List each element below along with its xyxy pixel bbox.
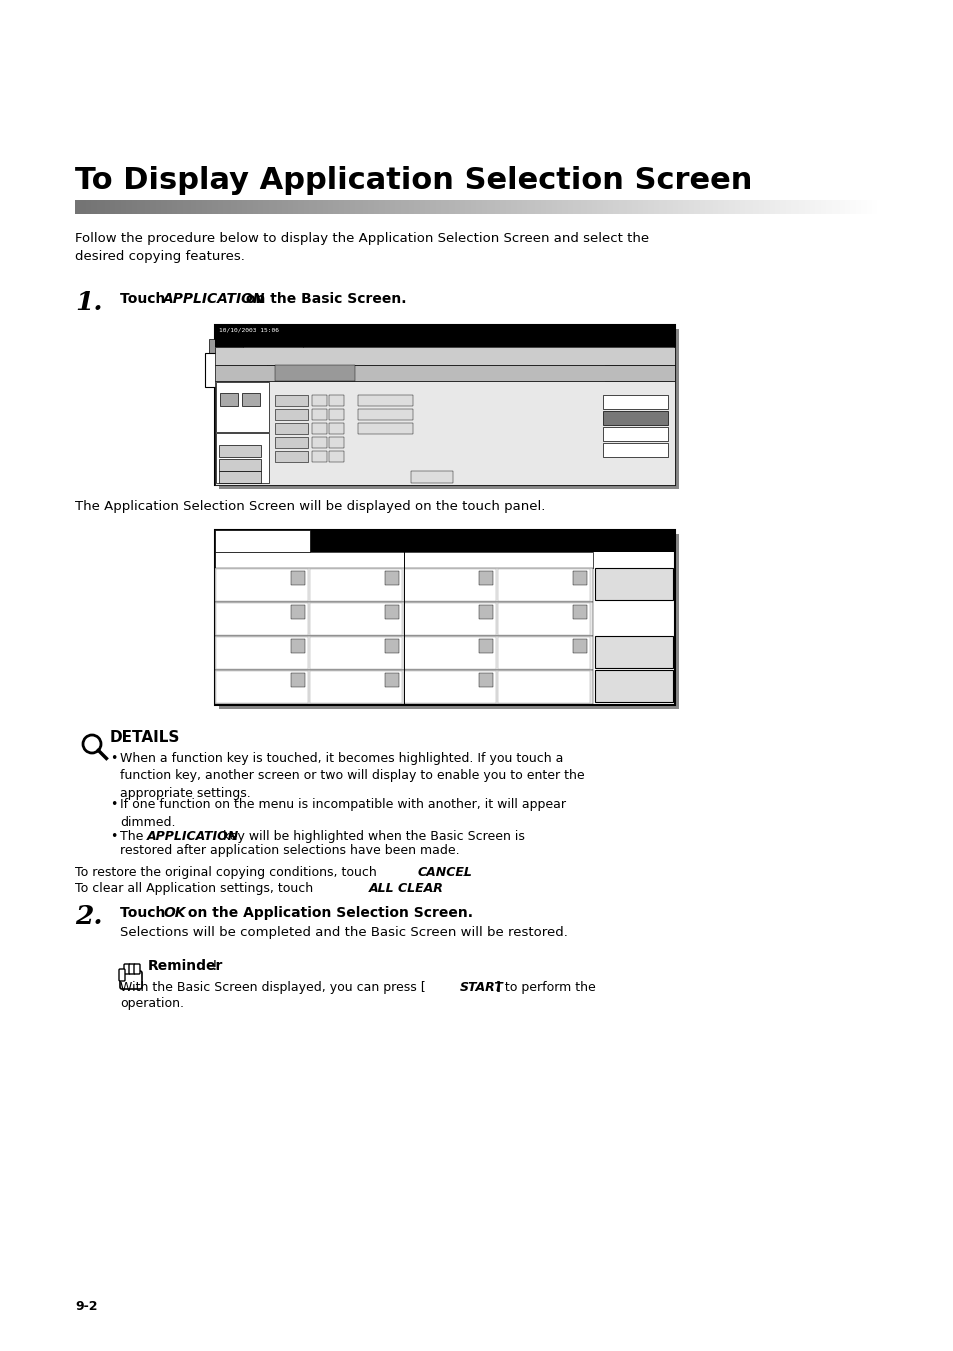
- Text: APPLICATION: APPLICATION: [147, 830, 239, 843]
- Text: MODE: MODE: [613, 389, 627, 394]
- Text: Document Folder: Document Folder: [555, 367, 609, 372]
- Text: operation.: operation.: [120, 997, 184, 1011]
- Text: APPLICATION: APPLICATION: [163, 292, 265, 305]
- Text: MEMORY100%: MEMORY100%: [624, 350, 669, 355]
- Text: Follow the procedure below to display the Application Selection Screen and selec: Follow the procedure below to display th…: [75, 232, 648, 263]
- Text: ALL CLEAR: ALL CLEAR: [369, 882, 443, 894]
- Text: The: The: [120, 830, 147, 843]
- Text: Touch: Touch: [120, 292, 170, 305]
- Text: Transparency
Interleaving: Transparency Interleaving: [313, 571, 348, 582]
- Text: .: .: [431, 882, 435, 894]
- Text: Book Copy: Book Copy: [313, 639, 340, 644]
- Text: 10/10/2003 15:06: 10/10/2003 15:06: [219, 328, 278, 332]
- Text: Repeat: Repeat: [407, 639, 425, 644]
- FancyBboxPatch shape: [119, 969, 125, 981]
- Text: OK: OK: [627, 684, 639, 693]
- Text: 1 D D: 1 D D: [276, 453, 289, 457]
- Text: APS: APS: [424, 471, 436, 477]
- Text: Sheet/Cover
Insertion: Sheet/Cover Insertion: [219, 571, 252, 582]
- Text: STAPLE: STAPLE: [221, 446, 240, 451]
- FancyBboxPatch shape: [129, 965, 135, 974]
- Text: STORE: STORE: [626, 446, 642, 451]
- Text: Selections will be completed and the Basic Screen will be restored.: Selections will be completed and the Bas…: [120, 925, 567, 939]
- Text: SIZE: SIZE: [359, 382, 371, 388]
- Text: A4(en original on RADF unit: A4(en original on RADF unit: [319, 328, 407, 332]
- Text: HDD Ready: HDD Ready: [253, 349, 292, 355]
- Text: 9-2: 9-2: [75, 1300, 97, 1313]
- FancyBboxPatch shape: [124, 965, 130, 974]
- Text: If one function on the menu is incompatible with another, it will appear
dimmed.: If one function on the menu is incompati…: [120, 798, 565, 828]
- Text: 1.00: 1.00: [436, 401, 455, 409]
- Text: key will be highlighted when the Basic Screen is: key will be highlighted when the Basic S…: [219, 830, 524, 843]
- Text: Upside-down: Upside-down: [313, 673, 347, 678]
- Text: Reminder: Reminder: [148, 959, 223, 973]
- Text: DENSITY: DENSITY: [276, 382, 298, 388]
- Text: DARKER: DARKER: [276, 424, 294, 428]
- Text: Image
Insert: Image Insert: [313, 605, 330, 616]
- Text: •: •: [110, 798, 117, 811]
- Text: SETTING: SETTING: [218, 435, 241, 440]
- Text: 1.00: 1.00: [436, 446, 453, 453]
- Text: 001: 001: [615, 326, 637, 339]
- Text: on the Application Selection Screen.: on the Application Selection Screen.: [183, 907, 473, 920]
- Text: Select Application Function: Select Application Function: [330, 535, 462, 544]
- Text: When a function key is touched, it becomes highlighted. If you touch a
function : When a function key is touched, it becom…: [120, 753, 584, 800]
- Text: With the Basic Screen displayed, you can press [: With the Basic Screen displayed, you can…: [120, 981, 425, 994]
- Text: To clear all Application settings, touch: To clear all Application settings, touch: [75, 882, 316, 894]
- Text: SETTING: SETTING: [219, 367, 253, 373]
- Text: ORIGINAL MODE: ORIGINAL MODE: [615, 399, 655, 403]
- FancyBboxPatch shape: [120, 971, 142, 989]
- Text: OUTPUT: OUTPUT: [221, 471, 243, 477]
- Text: RADF: RADF: [219, 349, 240, 355]
- Text: CANCEL: CANCEL: [617, 650, 650, 658]
- Text: •: •: [110, 753, 117, 765]
- Text: Combination: Combination: [219, 639, 253, 644]
- Text: .: .: [461, 866, 465, 880]
- Text: MODE: MODE: [314, 382, 330, 388]
- Text: PUNCH: PUNCH: [221, 459, 240, 465]
- Text: APPLICATION: APPLICATION: [604, 382, 636, 388]
- Text: LIGHTER: LIGHTER: [276, 396, 295, 400]
- Text: on the Basic Screen.: on the Basic Screen.: [241, 292, 406, 305]
- Text: DETAILS: DETAILS: [110, 730, 180, 744]
- Text: AUTO: AUTO: [276, 438, 289, 442]
- Text: FILE EDIT: FILE EDIT: [289, 555, 329, 563]
- Text: JOB LIST: JOB LIST: [619, 367, 656, 376]
- Text: APPLICATION: APPLICATION: [618, 413, 650, 419]
- Text: Frame/Fold
Erasure: Frame/Fold Erasure: [407, 673, 436, 684]
- Text: IMAGE EDIT: IMAGE EDIT: [473, 555, 522, 563]
- Text: CANCEL: CANCEL: [417, 866, 473, 880]
- Text: OK: OK: [163, 907, 185, 920]
- Text: !: !: [212, 959, 217, 973]
- Text: The Application Selection Screen will be displayed on the touch panel.: The Application Selection Screen will be…: [75, 500, 545, 513]
- Text: Reverse
Image: Reverse Image: [407, 605, 428, 616]
- Text: START: START: [459, 981, 503, 994]
- Text: Chapter: Chapter: [219, 605, 240, 611]
- Text: To Display Application Selection Screen: To Display Application Selection Screen: [75, 166, 752, 195]
- Text: 1.: 1.: [75, 290, 102, 315]
- Text: NORMAL: NORMAL: [276, 409, 295, 413]
- Text: Rotation OFF: Rotation OFF: [618, 430, 650, 435]
- Text: LENS: LENS: [435, 382, 447, 388]
- Text: restored after application selections have been made.: restored after application selections ha…: [120, 844, 459, 857]
- Text: OUTPUT: OUTPUT: [218, 384, 240, 389]
- Text: - A -: - A -: [436, 416, 451, 422]
- Text: APPLICATION: APPLICATION: [219, 534, 263, 540]
- Text: Booklet: Booklet: [219, 673, 238, 678]
- Text: ] to perform the: ] to perform the: [496, 981, 595, 994]
- Text: •: •: [110, 830, 117, 843]
- Text: Image Shift: Image Shift: [500, 605, 531, 611]
- Text: Non Image
Area Erase: Non Image Area Erase: [407, 571, 436, 582]
- Text: 2.: 2.: [75, 904, 102, 929]
- Text: To restore the original copying conditions, touch: To restore the original copying conditio…: [75, 866, 380, 880]
- Text: ZOOM: ZOOM: [433, 431, 455, 436]
- Text: ALL CLEAR: ALL CLEAR: [611, 581, 657, 590]
- Text: STAMP/
OVERLAY: STAMP/ OVERLAY: [500, 639, 524, 650]
- Text: Touch: Touch: [120, 907, 170, 920]
- FancyBboxPatch shape: [133, 965, 140, 974]
- Text: AUTO
Layout: AUTO Layout: [500, 571, 518, 582]
